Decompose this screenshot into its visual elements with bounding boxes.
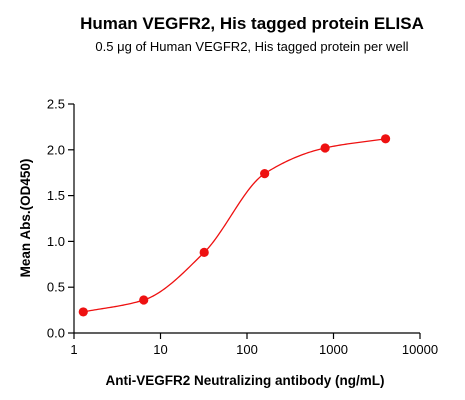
y-axis-label: Mean Abs.(OD450) [18, 159, 33, 278]
x-tick-label: 10000 [402, 342, 438, 357]
y-tick-label: 0.5 [47, 280, 65, 295]
data-point [139, 295, 149, 305]
x-axis-ticks: 1 10 100 1000 10000 [70, 333, 438, 357]
y-tick-label: 1.5 [47, 188, 65, 203]
x-tick-label: 10 [153, 342, 167, 357]
data-point [380, 134, 391, 144]
fit-curve [83, 138, 386, 313]
y-tick-label: 1.0 [47, 234, 65, 249]
chart-subtitle: 0.5 μg of Human VEGFR2, His tagged prote… [95, 39, 408, 54]
axes [73, 104, 420, 334]
data-points [78, 134, 391, 317]
data-point [260, 169, 270, 179]
x-tick-label: 100 [236, 342, 258, 357]
y-axis-ticks: 0.0 0.5 1.0 1.5 2.0 2.5 [47, 97, 74, 341]
y-tick-label: 2.5 [47, 97, 65, 112]
plot-area: 1 10 100 1000 10000 0.0 0.5 1.0 1.5 2.0 2.5 [47, 97, 438, 358]
y-tick-label: 2.0 [47, 142, 65, 157]
x-axis-label: Anti-VEGFR2 Neutralizing antibody (ng/mL… [106, 373, 385, 388]
chart-title: Human VEGFR2, His tagged protein ELISA [80, 14, 424, 33]
data-point [78, 307, 88, 317]
data-point [199, 247, 209, 257]
x-tick-label: 1000 [319, 342, 348, 357]
data-point [320, 143, 330, 153]
y-tick-label: 0.0 [47, 326, 65, 341]
x-tick-label: 1 [70, 342, 77, 357]
